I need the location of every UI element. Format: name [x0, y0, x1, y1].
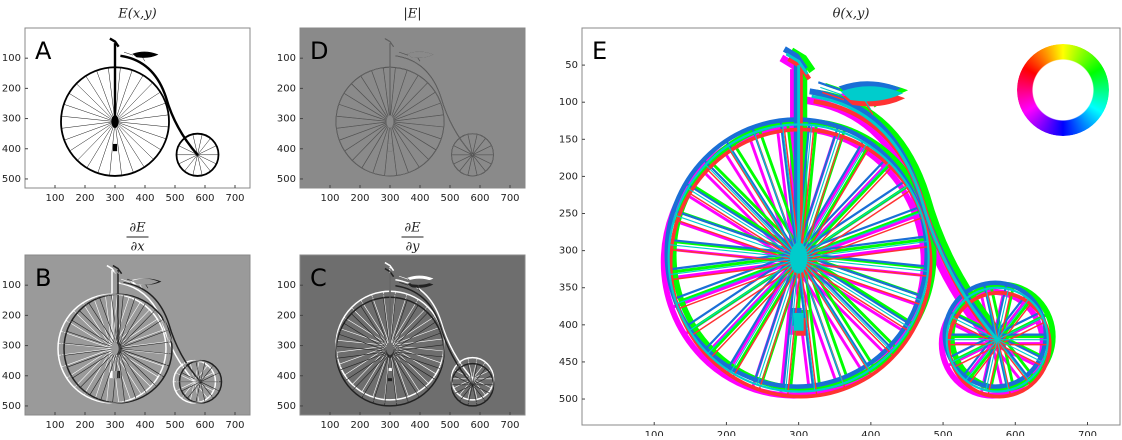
x-tick-label: 500: [934, 430, 953, 436]
x-tick-label: 400: [410, 420, 429, 431]
y-tick-label: 100: [277, 280, 296, 291]
x-tick-label: 300: [380, 193, 399, 204]
x-tick-label: 200: [75, 193, 94, 204]
y-tick-label: 250: [559, 209, 578, 220]
title-numerator: ∂E: [129, 221, 146, 236]
y-tick-label: 450: [559, 357, 578, 368]
title-denominator: ∂y: [405, 240, 420, 255]
x-tick-label: 400: [135, 420, 154, 431]
page: {"panels": [ {"letter": "A", "title": "E…: [0, 0, 1122, 436]
x-tick-label: 600: [195, 193, 214, 204]
y-tick-label: 300: [2, 341, 21, 352]
y-tick-label: 500: [559, 394, 578, 405]
x-tick-label: 300: [105, 420, 124, 431]
x-tick-label: 100: [45, 420, 64, 431]
y-tick-label: 100: [2, 280, 21, 291]
x-tick-label: 100: [45, 193, 64, 204]
x-tick-label: 500: [165, 193, 184, 204]
x-tick-label: 500: [440, 420, 459, 431]
y-tick-label: 500: [277, 174, 296, 185]
x-tick-label: 300: [380, 420, 399, 431]
x-tick-label: 700: [225, 193, 244, 204]
panel-letter: D: [310, 37, 328, 65]
y-tick-label: 100: [277, 53, 296, 64]
y-tick-label: 300: [277, 114, 296, 125]
y-tick-label: 400: [559, 320, 578, 331]
y-tick-label: 200: [277, 310, 296, 321]
x-tick-label: 300: [789, 430, 808, 436]
x-tick-label: 500: [440, 193, 459, 204]
y-tick-label: 150: [559, 134, 578, 145]
x-tick-label: 700: [1078, 430, 1097, 436]
y-tick-label: 100: [2, 53, 21, 64]
x-tick-label: 100: [320, 420, 339, 431]
panel-title: E(x,y): [117, 7, 156, 22]
title-denominator: ∂x: [130, 240, 145, 255]
y-tick-label: 350: [559, 283, 578, 294]
x-tick-label: 100: [320, 193, 339, 204]
title-numerator: ∂E: [404, 221, 421, 236]
x-tick-label: 400: [861, 430, 880, 436]
y-tick-label: 200: [2, 83, 21, 94]
x-tick-label: 700: [225, 420, 244, 431]
x-tick-label: 700: [500, 420, 519, 431]
x-tick-label: 600: [1006, 430, 1025, 436]
y-tick-label: 400: [277, 371, 296, 382]
x-tick-label: 100: [645, 430, 664, 436]
x-tick-label: 600: [470, 193, 489, 204]
x-tick-label: 200: [75, 420, 94, 431]
panel-title: θ(x,y): [833, 7, 870, 22]
x-tick-label: 600: [195, 420, 214, 431]
panel-letter: A: [35, 37, 52, 65]
x-tick-label: 200: [717, 430, 736, 436]
x-tick-label: 200: [350, 193, 369, 204]
panel: 100 200 300 400 500 600 700 100 200 300 400 500 B ∂E ∂…: [2, 221, 250, 432]
x-tick-label: 600: [470, 420, 489, 431]
panel-title: |E|: [403, 7, 421, 22]
y-tick-label: 100: [559, 97, 578, 108]
y-tick-label: 300: [277, 341, 296, 352]
y-tick-label: 400: [2, 144, 21, 155]
panel: 100 200 300 400 500 600 700 100 200 300 400 500 A E(x…: [2, 7, 250, 205]
x-tick-label: 500: [165, 420, 184, 431]
y-tick-label: 300: [2, 114, 21, 125]
y-tick-label: 500: [2, 174, 21, 185]
x-tick-label: 700: [500, 193, 519, 204]
hue-wheel: [1017, 44, 1109, 136]
panel-letter: B: [35, 264, 51, 292]
figure: 100 200 300 400 500 600 700 100 200 300 400 500 A E(x…: [0, 0, 1122, 436]
x-tick-label: 300: [105, 193, 124, 204]
y-tick-label: 50: [565, 60, 578, 71]
y-tick-label: 400: [277, 144, 296, 155]
y-tick-label: 500: [277, 401, 296, 412]
y-tick-label: 200: [277, 83, 296, 94]
panel: 100 200 300 400 500 600 700 100 200 300 400 500 C ∂E ∂…: [277, 221, 525, 432]
y-tick-label: 300: [559, 246, 578, 257]
x-tick-label: 400: [135, 193, 154, 204]
x-tick-label: 400: [410, 193, 429, 204]
panel: 100 200 300 400 500 600 700 100 200 300 400 500 D |E|: [277, 7, 525, 205]
y-tick-label: 400: [2, 371, 21, 382]
y-tick-label: 200: [2, 310, 21, 321]
y-tick-label: 500: [2, 401, 21, 412]
x-tick-label: 200: [350, 420, 369, 431]
y-tick-label: 200: [559, 171, 578, 182]
panel-letter: C: [310, 264, 327, 292]
panel-letter: E: [592, 37, 607, 65]
